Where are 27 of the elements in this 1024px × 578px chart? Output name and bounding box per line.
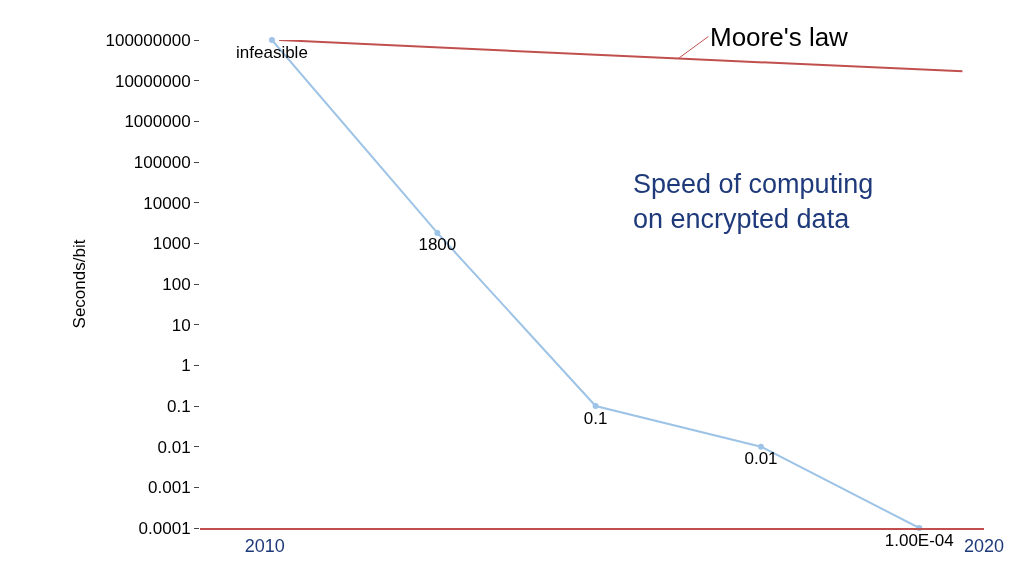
data-label: 1800 bbox=[418, 235, 457, 255]
y-tick-label: 0.01 bbox=[157, 437, 191, 457]
y-axis-title: Seconds/bit bbox=[70, 239, 90, 329]
y-tick-label: 10000000 bbox=[114, 71, 191, 91]
data-label: infeasible bbox=[236, 42, 308, 62]
y-tick-label: 100000000 bbox=[105, 30, 191, 50]
y-tick-label: 0.001 bbox=[148, 478, 191, 498]
data-label: 1.00E-04 bbox=[884, 530, 954, 550]
y-tick-label: 100 bbox=[162, 274, 191, 294]
point bbox=[592, 403, 599, 409]
point bbox=[758, 443, 765, 450]
point bbox=[434, 229, 441, 236]
y-tick-label: 100000 bbox=[133, 152, 191, 172]
y-tick-label: 1 bbox=[181, 356, 191, 376]
data-label: 0.01 bbox=[744, 449, 778, 469]
point bbox=[268, 37, 275, 43]
y-tick-label: 1000000 bbox=[124, 112, 191, 132]
y-tick-label: 0.1 bbox=[166, 396, 191, 416]
y-tick-label: 10000 bbox=[143, 193, 191, 213]
x-tick-label: 2020 bbox=[963, 535, 1005, 556]
y-tick-label: 1000 bbox=[152, 234, 191, 254]
annotation: Speed of computing on encrypted data bbox=[633, 169, 874, 235]
x-tick-label: 2010 bbox=[244, 535, 285, 556]
y-tick-label: 0.0001 bbox=[138, 518, 191, 538]
legend-label: Moore's law bbox=[710, 22, 849, 52]
y-tick-label: 10 bbox=[171, 315, 191, 335]
data-label: 0.1 bbox=[583, 408, 608, 428]
